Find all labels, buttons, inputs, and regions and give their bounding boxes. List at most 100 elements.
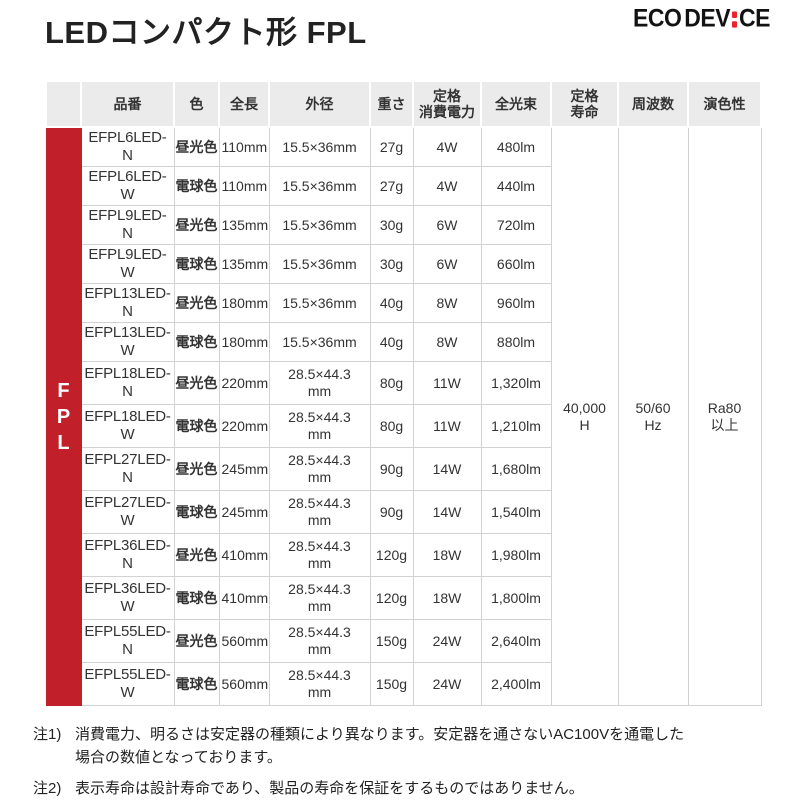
flux-cell: 480lm — [480, 126, 552, 167]
flux-cell: 440lm — [480, 166, 552, 206]
diameter-cell: 28.5×44.3 mm — [268, 576, 371, 620]
note-text: 表示寿命は設計寿命であり、製品の寿命を保証をするものではありません。 — [75, 780, 584, 797]
flux-cell: 1,980lm — [480, 533, 552, 577]
color-rendering-cell: Ra80 以上 — [687, 126, 762, 706]
color-cell: 電球色 — [173, 322, 220, 362]
weight-cell: 120g — [369, 533, 414, 577]
length-cell: 110mm — [218, 126, 270, 167]
table-row: EFPL27LED-N 昼光色 245mm 28.5×44.3 mm 90g 14W 1,6… — [46, 447, 761, 491]
length-cell: 220mm — [218, 404, 270, 448]
flux-cell: 2,400lm — [480, 662, 552, 706]
header-diameter: 外径 — [268, 80, 371, 128]
color-cell: 電球色 — [173, 404, 220, 448]
header-color: 色 — [173, 80, 220, 128]
color-cell: 電球色 — [173, 490, 220, 534]
table-row: EFPL27LED-W 電球色 245mm 28.5×44.3 mm 90g 14W 1,5… — [46, 490, 761, 534]
model-cell: EFPL27LED-W — [80, 490, 175, 534]
diameter-cell: 15.5×36mm — [268, 205, 371, 245]
model-cell: EFPL13LED-W — [80, 322, 175, 362]
diameter-cell: 28.5×44.3 mm — [268, 619, 371, 663]
weight-cell: 40g — [369, 283, 414, 323]
power-cell: 11W — [412, 404, 482, 448]
table-row: EFPL55LED-W 電球色 560mm 28.5×44.3 mm 150g 24W 2,… — [46, 662, 761, 706]
color-cell: 昼光色 — [173, 361, 220, 405]
model-cell: EFPL9LED-W — [80, 244, 175, 284]
model-cell: EFPL13LED-N — [80, 283, 175, 323]
model-cell: EFPL6LED-N — [80, 126, 175, 167]
diameter-cell: 28.5×44.3 mm — [268, 404, 371, 448]
weight-cell: 27g — [369, 126, 414, 167]
power-cell: 4W — [412, 166, 482, 206]
flux-cell: 1,540lm — [480, 490, 552, 534]
note-label: 注1) — [33, 726, 62, 743]
diameter-cell: 15.5×36mm — [268, 283, 371, 323]
model-cell: EFPL36LED-N — [80, 533, 175, 577]
diameter-cell: 15.5×36mm — [268, 166, 371, 206]
flux-cell: 1,800lm — [480, 576, 552, 620]
weight-cell: 30g — [369, 205, 414, 245]
weight-cell: 40g — [369, 322, 414, 362]
length-cell: 560mm — [218, 619, 270, 663]
color-cell: 電球色 — [173, 166, 220, 206]
power-cell: 18W — [412, 576, 482, 620]
diameter-cell: 15.5×36mm — [268, 126, 371, 167]
brand-logo: ECO DEV CE — [633, 4, 770, 33]
model-cell: EFPL18LED-W — [80, 404, 175, 448]
model-cell: EFPL55LED-N — [80, 619, 175, 663]
length-cell: 245mm — [218, 490, 270, 534]
row-group-label: F P L — [45, 126, 82, 706]
flux-cell: 1,320lm — [480, 361, 552, 405]
table-row: EFPL6LED-W 電球色 110mm 15.5×36mm 27g 4W 440lm — [46, 166, 761, 206]
model-cell: EFPL27LED-N — [80, 447, 175, 491]
color-cell: 昼光色 — [173, 283, 220, 323]
color-cell: 昼光色 — [173, 533, 220, 577]
header-frequency: 周波数 — [617, 80, 689, 128]
weight-cell: 150g — [369, 662, 414, 706]
table-row: EFPL9LED-N 昼光色 135mm 15.5×36mm 30g 6W 720lm — [46, 205, 761, 245]
length-cell: 410mm — [218, 533, 270, 577]
top-bar: LEDコンパクト形 FPL ECO DEV CE — [0, 0, 800, 66]
power-cell: 24W — [412, 662, 482, 706]
weight-cell: 80g — [369, 361, 414, 405]
model-cell: EFPL9LED-N — [80, 205, 175, 245]
footnotes: 注1) 消費電力、明るさは安定器の種類により異なります。安定器を通さないAC10… — [33, 724, 773, 801]
flux-cell: 720lm — [480, 205, 552, 245]
diameter-cell: 28.5×44.3 mm — [268, 662, 371, 706]
header-length: 全長 — [218, 80, 270, 128]
header-power: 定格 消費電力 — [412, 80, 482, 128]
flux-cell: 960lm — [480, 283, 552, 323]
length-cell: 560mm — [218, 662, 270, 706]
frequency-cell: 50/60 Hz — [617, 126, 689, 706]
weight-cell: 90g — [369, 490, 414, 534]
power-cell: 4W — [412, 126, 482, 167]
model-cell: EFPL36LED-W — [80, 576, 175, 620]
length-cell: 135mm — [218, 244, 270, 284]
length-cell: 110mm — [218, 166, 270, 206]
page-title: LEDコンパクト形 FPL — [45, 15, 367, 50]
color-cell: 昼光色 — [173, 447, 220, 491]
power-cell: 14W — [412, 490, 482, 534]
logo-text-left: ECO DEV — [633, 3, 731, 33]
logo-text-right: CE — [739, 3, 770, 33]
weight-cell: 90g — [369, 447, 414, 491]
note-2: 注2) 表示寿命は設計寿命であり、製品の寿命を保証をするものではありません。 — [33, 778, 773, 801]
table-row: EFPL18LED-W 電球色 220mm 28.5×44.3 mm 80g 11W 1,2… — [46, 404, 761, 448]
power-cell: 6W — [412, 205, 482, 245]
length-cell: 180mm — [218, 322, 270, 362]
model-cell: EFPL6LED-W — [80, 166, 175, 206]
color-cell: 昼光色 — [173, 126, 220, 167]
diameter-cell: 15.5×36mm — [268, 322, 371, 362]
table-row: EFPL55LED-N 昼光色 560mm 28.5×44.3 mm 150g 24W 2,… — [46, 619, 761, 663]
length-cell: 220mm — [218, 361, 270, 405]
header-flux: 全光束 — [480, 80, 552, 128]
flux-cell: 660lm — [480, 244, 552, 284]
table-row: EFPL9LED-W 電球色 135mm 15.5×36mm 30g 6W 660lm — [46, 244, 761, 284]
weight-cell: 30g — [369, 244, 414, 284]
weight-cell: 80g — [369, 404, 414, 448]
table-row: EFPL13LED-N 昼光色 180mm 15.5×36mm 40g 8W 960lm — [46, 283, 761, 323]
power-cell: 8W — [412, 322, 482, 362]
length-cell: 180mm — [218, 283, 270, 323]
flux-cell: 2,640lm — [480, 619, 552, 663]
color-cell: 昼光色 — [173, 205, 220, 245]
diameter-cell: 28.5×44.3 mm — [268, 533, 371, 577]
